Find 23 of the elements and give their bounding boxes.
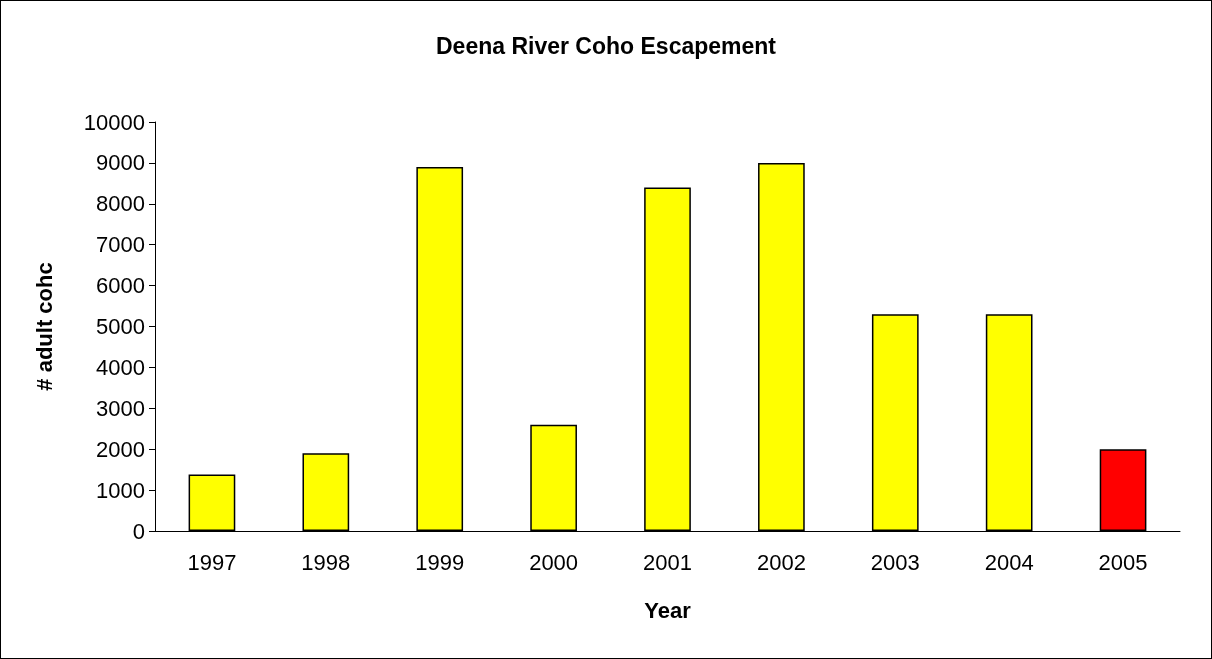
y-tick-label: 10000	[83, 109, 145, 135]
x-tick-label: 2002	[756, 549, 806, 575]
x-tick-label: 1998	[301, 549, 351, 575]
y-tick-label: 8000	[96, 191, 145, 217]
x-tick-label: 2004	[984, 549, 1034, 575]
x-tick-label: 2000	[529, 549, 579, 575]
y-tick-label: 2000	[96, 436, 145, 462]
y-axis-title: # adult cohc	[31, 262, 57, 391]
x-tick-label: 2003	[870, 549, 920, 575]
x-tick-label: 1997	[187, 549, 237, 575]
y-tick-label: 4000	[96, 354, 145, 380]
x-tick-label: 2001	[643, 549, 692, 575]
y-tick-label: 5000	[96, 314, 145, 339]
x-tick-label: 2005	[1098, 549, 1148, 575]
x-axis-title: Year	[644, 597, 692, 623]
y-tick-label: 6000	[96, 273, 145, 299]
y-tick-label: 0	[132, 518, 145, 544]
y-tick-label: 3000	[96, 395, 145, 421]
y-tick-label: 1000	[96, 477, 145, 503]
y-tick-label: 7000	[96, 232, 145, 258]
chart-title: Deena River Coho Escapement	[435, 32, 777, 59]
y-tick-label: 9000	[96, 150, 145, 176]
x-tick-label: 1999	[415, 549, 465, 575]
